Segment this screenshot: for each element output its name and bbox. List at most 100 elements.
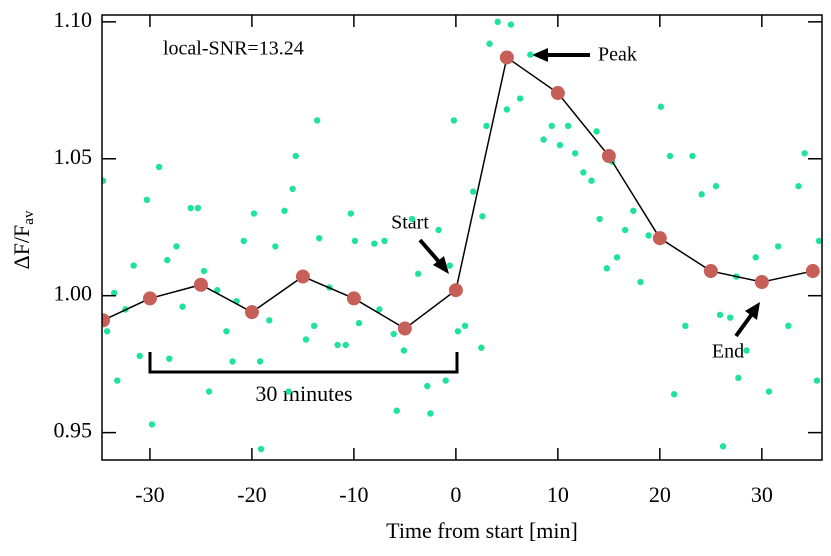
end-arrow	[734, 312, 754, 338]
scatter-point	[424, 382, 431, 390]
scatter-point	[155, 163, 163, 171]
scatter-point	[408, 215, 416, 223]
binned-point	[346, 291, 361, 306]
y-tick-label: 1.00	[54, 281, 93, 306]
y-axis-title-main: ΔF/F	[9, 225, 34, 270]
scatter-point	[442, 377, 449, 384]
scatter-point	[657, 103, 665, 110]
scatter-point	[613, 254, 621, 261]
scatter-point	[752, 254, 759, 261]
scatter-point	[381, 237, 388, 245]
scatter-point	[507, 21, 515, 28]
scatter-point	[164, 256, 171, 264]
scatter-point	[347, 210, 355, 217]
scatter-point	[765, 388, 773, 395]
scatter-point	[564, 122, 572, 130]
peak-arrowhead	[532, 48, 548, 62]
scatter-point	[194, 204, 202, 212]
scatter-point	[637, 278, 644, 286]
scatter-point	[548, 122, 555, 130]
scatter-point	[289, 185, 296, 193]
binned-point	[295, 269, 310, 284]
scatter-point	[527, 51, 534, 58]
y-axis-title-group: ΔF/Fav	[9, 210, 37, 269]
scatter-point	[256, 358, 264, 365]
scatter-point	[670, 391, 678, 398]
scatter-point	[390, 330, 397, 338]
scatter-point	[250, 210, 258, 217]
scatter-point	[621, 226, 629, 234]
scatter-point	[815, 237, 822, 245]
scatter-point	[478, 344, 485, 351]
y-axis-title-sub: av	[21, 210, 37, 225]
scatter-point	[414, 270, 422, 277]
x-tick-label: -20	[237, 482, 266, 507]
scatter-point	[310, 322, 318, 330]
scatter-point	[689, 152, 696, 160]
x-tick-label: 10	[547, 482, 569, 507]
plot-area	[102, 18, 822, 453]
scatter-point	[801, 150, 808, 157]
y-tick-label: 1.10	[54, 7, 93, 32]
scatter-point	[719, 443, 727, 450]
x-tick-label: -10	[339, 482, 368, 507]
scatter-point	[342, 341, 349, 349]
scatter-point	[130, 262, 137, 269]
scatter-point	[393, 407, 400, 414]
scatter-point	[470, 188, 477, 195]
scatter-point	[540, 136, 547, 143]
scatter-point	[743, 347, 750, 354]
scatter-point	[313, 117, 321, 124]
binned-point	[652, 231, 667, 246]
scatter-point	[446, 262, 453, 269]
scatter-point	[103, 328, 111, 335]
scatter-point	[111, 289, 118, 297]
scatter-point	[102, 177, 107, 184]
scatter-point	[666, 152, 674, 160]
scatter-point	[173, 243, 180, 250]
scatter-point	[795, 182, 802, 190]
start-arrow	[418, 238, 442, 265]
scatter-point	[588, 177, 595, 184]
scatter-point	[450, 117, 458, 124]
scatter-point	[712, 182, 720, 190]
binned-point	[550, 86, 565, 101]
scatter-point	[334, 341, 341, 349]
scatter-point	[427, 410, 434, 417]
snr-label: local-SNR=13.24	[163, 38, 304, 60]
scatter-point	[785, 322, 792, 330]
end-label: End	[712, 341, 744, 363]
x-tick-label: 20	[649, 482, 671, 507]
arrows	[418, 48, 760, 338]
scatter-point	[229, 358, 236, 365]
binned-point	[397, 321, 412, 336]
bracket	[148, 352, 459, 374]
scatter-point	[774, 243, 782, 250]
start-label: Start	[391, 212, 429, 234]
scatter-point	[371, 240, 378, 247]
end-arrowhead	[745, 302, 760, 320]
scatter-point	[593, 128, 600, 135]
plot-frame	[101, 14, 823, 461]
scatter-point	[143, 196, 151, 204]
peak-label: Peak	[598, 44, 637, 66]
binned-point	[805, 264, 820, 279]
scatter-point	[698, 191, 705, 198]
x-tick-label: 0	[450, 482, 461, 507]
scatter-point	[479, 213, 486, 220]
y-axis-title: ΔF/Fav	[9, 210, 37, 269]
scatter-point	[376, 306, 383, 313]
scatter-point	[205, 388, 213, 395]
scatter-point	[556, 141, 564, 149]
scatter-point	[572, 150, 579, 157]
scatter-point	[596, 215, 603, 223]
binned-point	[142, 291, 157, 306]
scatter-point	[257, 445, 265, 453]
scatter-point	[435, 226, 442, 234]
scatter-point	[630, 207, 637, 214]
span-label: 30 minutes	[255, 381, 352, 406]
scatter-point	[735, 374, 742, 382]
scatter-point	[302, 336, 310, 343]
scatter-point	[223, 328, 230, 335]
